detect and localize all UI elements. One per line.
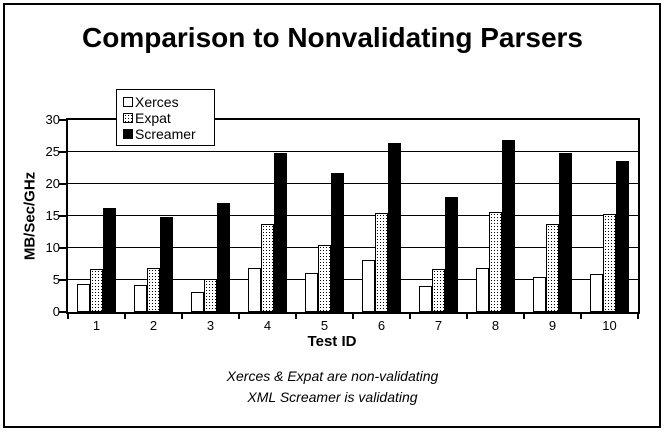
- x-tick-label: 1: [92, 318, 101, 333]
- x-axis-tick: [466, 314, 468, 319]
- legend: Xerces Expat Screamer: [116, 89, 215, 146]
- legend-swatch-screamer: [123, 129, 133, 139]
- x-axis-tick: [580, 314, 582, 319]
- legend-swatch-xerces: [123, 97, 133, 107]
- bar-screamer-3: [217, 203, 230, 312]
- bar-expat-2: [147, 268, 160, 312]
- legend-label-xerces: Xerces: [135, 94, 179, 110]
- bar-group: [524, 120, 581, 312]
- bar-screamer-8: [502, 140, 515, 312]
- gridline: [68, 183, 638, 184]
- bar-xerces-5: [305, 273, 318, 312]
- bar-group: [296, 120, 353, 312]
- bar-screamer-7: [445, 197, 458, 312]
- x-tick-label: 10: [602, 318, 617, 333]
- bar-expat-4: [261, 224, 274, 312]
- x-tick-label: 3: [206, 318, 215, 333]
- y-axis-tick: [59, 247, 66, 249]
- x-axis-tick: [238, 314, 240, 319]
- bar-expat-3: [204, 279, 217, 312]
- bar-screamer-2: [160, 217, 173, 312]
- x-axis-tick: [295, 314, 297, 319]
- y-tick-label: 0: [52, 304, 60, 319]
- legend-label-screamer: Screamer: [135, 126, 196, 142]
- gridline: [68, 279, 638, 280]
- x-axis-title: Test ID: [307, 333, 357, 350]
- legend-swatch-expat: [123, 113, 133, 123]
- y-axis-tick: [59, 151, 66, 153]
- plot-area: [66, 118, 640, 314]
- bar-expat-8: [489, 212, 502, 312]
- bar-expat-10: [603, 214, 616, 312]
- x-tick-label: 7: [434, 318, 443, 333]
- legend-item-xerces: Xerces: [123, 94, 214, 110]
- y-tick-label: 30: [45, 112, 60, 127]
- x-tick-label: 4: [263, 318, 272, 333]
- bar-xerces-7: [419, 286, 432, 312]
- bar-expat-1: [90, 269, 103, 312]
- bar-screamer-9: [559, 153, 572, 312]
- footnote-line-2: XML Screamer is validating: [247, 389, 418, 405]
- bar-group: [68, 120, 125, 312]
- gridline: [68, 151, 638, 152]
- bar-xerces-2: [134, 285, 147, 312]
- y-axis-tick: [59, 183, 66, 185]
- x-tick-label: 8: [491, 318, 500, 333]
- y-axis-tick: [59, 279, 66, 281]
- bar-expat-6: [375, 213, 388, 312]
- bar-expat-5: [318, 245, 331, 312]
- bar-group: [581, 120, 638, 312]
- bar-xerces-8: [476, 268, 489, 312]
- bar-xerces-4: [248, 268, 261, 312]
- y-tick-label: 10: [45, 240, 60, 255]
- y-axis-tick: [59, 311, 66, 313]
- bar-xerces-6: [362, 260, 375, 312]
- y-tick-label: 15: [45, 208, 60, 223]
- x-axis-tick: [523, 314, 525, 319]
- x-axis-tick: [181, 314, 183, 319]
- x-axis-tick: [124, 314, 126, 319]
- gridline: [68, 215, 638, 216]
- x-axis-tick: [67, 314, 69, 319]
- legend-item-expat: Expat: [123, 110, 214, 126]
- footnote-line-1: Xerces & Expat are non-validating: [226, 368, 439, 384]
- bar-xerces-1: [77, 284, 90, 312]
- bar-group: [467, 120, 524, 312]
- y-tick-label: 5: [52, 272, 60, 287]
- y-tick-label: 25: [45, 144, 60, 159]
- bar-group: [353, 120, 410, 312]
- y-axis-tick: [59, 215, 66, 217]
- legend-label-expat: Expat: [135, 110, 171, 126]
- x-axis-tick: [352, 314, 354, 319]
- chart-border: [3, 3, 661, 428]
- bar-xerces-3: [191, 292, 204, 312]
- bar-screamer-5: [331, 173, 344, 312]
- legend-item-screamer: Screamer: [123, 126, 214, 142]
- x-tick-label: 6: [377, 318, 386, 333]
- chart-title: Comparison to Nonvalidating Parsers: [82, 22, 583, 53]
- bar-xerces-9: [533, 277, 546, 312]
- bar-expat-7: [432, 269, 445, 312]
- bar-screamer-6: [388, 143, 401, 312]
- y-axis-tick: [59, 119, 66, 121]
- bar-group: [239, 120, 296, 312]
- bar-screamer-10: [616, 161, 629, 312]
- x-axis-tick: [409, 314, 411, 319]
- x-tick-label: 2: [149, 318, 158, 333]
- x-tick-label: 9: [548, 318, 557, 333]
- bar-screamer-1: [103, 208, 116, 312]
- bar-group: [410, 120, 467, 312]
- x-axis-tick: [637, 314, 639, 319]
- bar-group: [125, 120, 182, 312]
- bar-expat-9: [546, 224, 559, 312]
- x-tick-label: 5: [320, 318, 329, 333]
- bar-screamer-4: [274, 153, 287, 312]
- bar-xerces-10: [590, 274, 603, 312]
- gridline: [68, 247, 638, 248]
- y-tick-label: 20: [45, 176, 60, 191]
- bar-group: [182, 120, 239, 312]
